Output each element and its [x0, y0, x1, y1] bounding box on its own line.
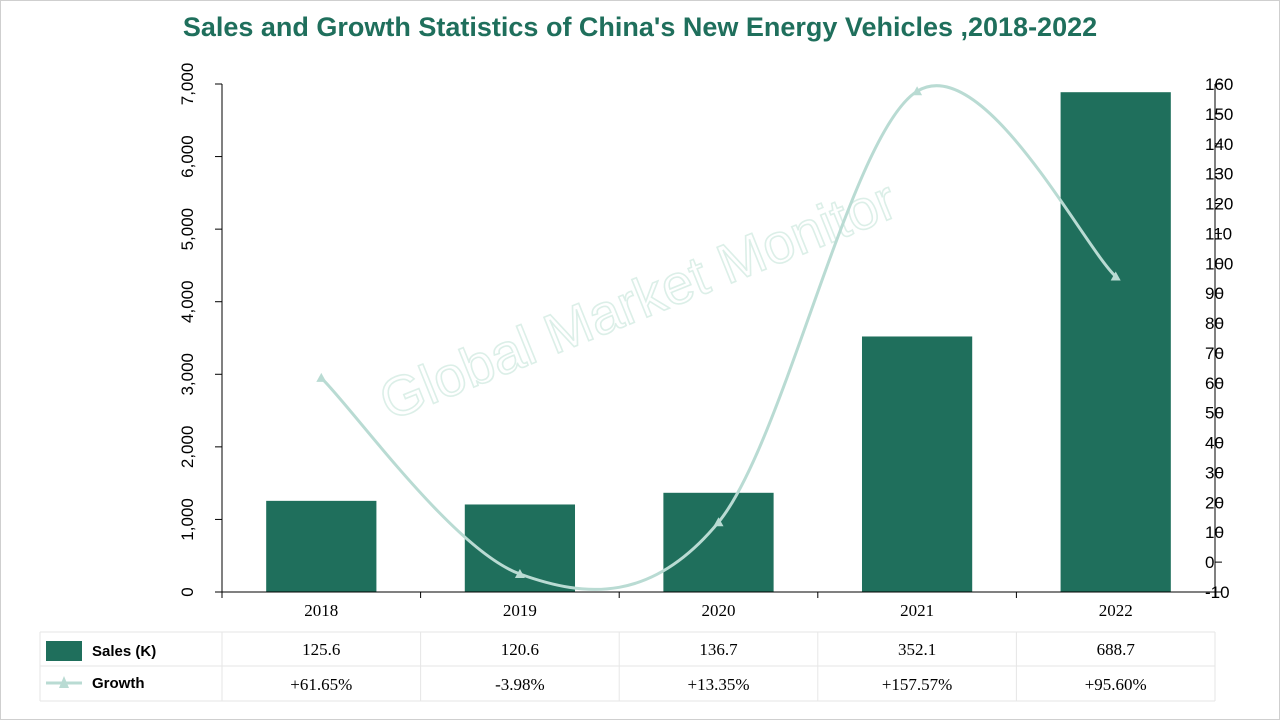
table-cell-sales: 688.7 [1097, 640, 1136, 659]
right-tick-label: 40 [1205, 434, 1224, 453]
bar-sales-2019 [464, 504, 576, 592]
left-tick-label: 1,000 [178, 498, 197, 541]
x-tick-label: 2020 [702, 601, 736, 620]
table-cell-growth: +13.35% [688, 675, 750, 694]
watermark-layer: Global Market Monitor [370, 167, 906, 433]
watermark: Global Market Monitor [371, 168, 905, 433]
right-tick-label: 160 [1205, 75, 1233, 94]
x-tick-label: 2022 [1099, 601, 1133, 620]
growth-point-2018 [316, 372, 327, 382]
legend-label-sales: Sales (K) [92, 643, 156, 660]
table-cell-growth: +157.57% [882, 675, 953, 694]
left-tick-label: 4,000 [178, 280, 197, 323]
chart-title: Sales and Growth Statistics of China's N… [182, 12, 1098, 42]
bar-sales-2022 [1060, 92, 1171, 593]
legend-key-sales [46, 641, 82, 661]
table-cell-sales: 125.6 [302, 640, 340, 659]
right-tick-label: 130 [1205, 165, 1233, 184]
right-tick-label: -10 [1205, 583, 1230, 602]
right-tick-label: 30 [1205, 463, 1224, 482]
left-tick-label: 2,000 [178, 426, 197, 469]
growth-point-2022 [1110, 271, 1121, 281]
growth-point-2019 [514, 569, 525, 579]
x-axis [221, 591, 1216, 598]
growth-point-2020 [713, 517, 724, 527]
left-tick-label: 0 [178, 587, 197, 596]
left-tick-label: 6,000 [178, 135, 197, 178]
table-cell-growth: -3.98% [495, 675, 545, 694]
right-tick-label: 100 [1205, 254, 1233, 273]
left-y-axis: 0 1,000 2,000 3,000 4,000 5,000 6,000 7,000 [178, 63, 223, 597]
right-tick-label: 10 [1205, 523, 1224, 542]
legend-label-growth: Growth [92, 675, 145, 692]
bar-series-sales [266, 92, 1171, 593]
right-tick-label: 140 [1205, 135, 1233, 154]
right-tick-label: 60 [1205, 374, 1224, 393]
growth-point-2021 [912, 86, 923, 96]
x-tick-label: 2019 [503, 601, 537, 620]
right-tick-label: 80 [1205, 314, 1224, 333]
bar-sales-2021 [861, 336, 973, 592]
right-tick-label: 70 [1205, 344, 1224, 363]
right-tick-label: 120 [1205, 195, 1233, 214]
legend-key-growth-marker [59, 676, 69, 688]
bar-sales-2018 [266, 500, 377, 592]
right-tick-label: 90 [1205, 284, 1224, 303]
right-tick-label: 20 [1205, 493, 1224, 512]
left-tick-label: 5,000 [178, 208, 197, 251]
right-y-axis: -10 0 10 20 30 40 50 60 70 80 90 100 110 120 130 140 150… [1205, 75, 1233, 602]
right-tick-label: 0 [1205, 553, 1214, 572]
table-cell-sales: 352.1 [898, 640, 936, 659]
left-tick-label: 7,000 [178, 63, 197, 106]
table-cell-sales: 120.6 [501, 640, 539, 659]
line-series-growth [316, 84, 1121, 591]
table-cell-growth: +95.60% [1085, 675, 1147, 694]
left-tick-label: 3,000 [178, 353, 197, 396]
right-tick-label: 50 [1205, 404, 1224, 423]
table-cell-sales: 136.7 [699, 640, 738, 659]
right-tick-label: 150 [1205, 105, 1233, 124]
bar-sales-2020 [663, 492, 774, 592]
x-tick-label: 2021 [900, 601, 934, 620]
data-table: Sales (K) Growth 125.6 120.6 136.7 352.1 688.7… [39, 631, 1216, 702]
growth-line [320, 84, 1117, 591]
x-axis-labels: 2018 2019 2020 2021 2022 [304, 601, 1132, 620]
right-tick-label: 110 [1205, 224, 1232, 243]
x-tick-label: 2018 [304, 601, 338, 620]
table-cell-growth: +61.65% [290, 675, 352, 694]
